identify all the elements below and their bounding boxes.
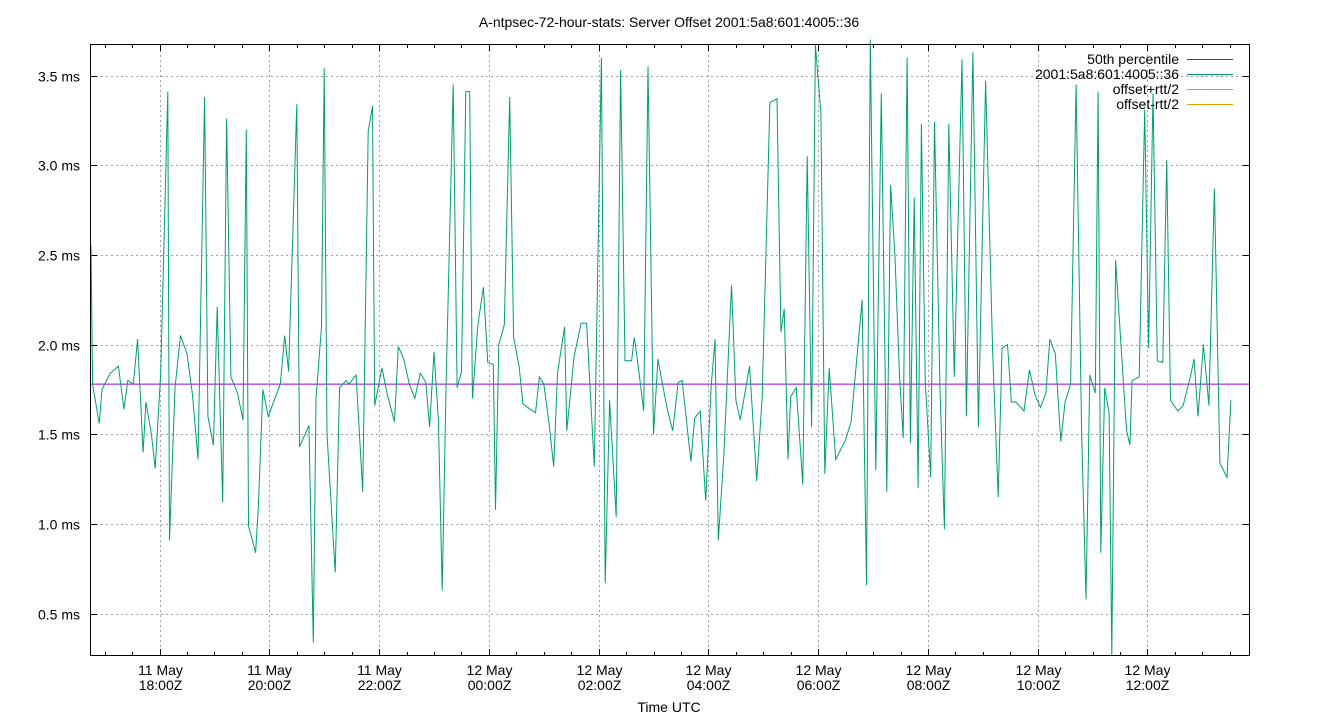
series-lines bbox=[90, 39, 1249, 656]
legend-label: 50th percentile bbox=[1087, 51, 1179, 67]
legend: 50th percentile2001:5a8:601:4005::36offs… bbox=[1035, 51, 1233, 112]
x-tick-label-date: 12 May bbox=[467, 662, 513, 678]
x-tick-label-date: 11 May bbox=[138, 662, 183, 678]
x-tick-label-date: 12 May bbox=[1125, 662, 1171, 678]
x-tick-label-date: 12 May bbox=[686, 662, 732, 678]
x-tick-label-time: 08:00Z bbox=[907, 677, 951, 693]
x-axis-label: Time UTC bbox=[637, 699, 700, 715]
x-tick-label-date: 12 May bbox=[577, 662, 623, 678]
x-tick-label-date: 12 May bbox=[1016, 662, 1062, 678]
x-tick-label-time: 04:00Z bbox=[687, 677, 731, 693]
legend-label: 2001:5a8:601:4005::36 bbox=[1035, 66, 1179, 82]
series-line-1 bbox=[90, 39, 1232, 656]
x-tick-label-date: 11 May bbox=[247, 662, 292, 678]
x-tick-label-date: 11 May bbox=[357, 662, 402, 678]
x-tick-label-time: 20:00Z bbox=[248, 677, 292, 693]
x-tick-label-time: 06:00Z bbox=[797, 677, 841, 693]
y-tick-label: 3.0 ms bbox=[38, 158, 80, 174]
x-tick-label-time: 10:00Z bbox=[1017, 677, 1061, 693]
y-tick-label: 0.5 ms bbox=[38, 607, 80, 623]
x-tick-label-time: 18:00Z bbox=[139, 677, 183, 693]
y-tick-label: 3.5 ms bbox=[38, 69, 80, 85]
axis-ticks: 0.5 ms 1.0 ms 1.5 ms 2.0 ms 2.5 ms 3.0 ms 3.5 … bbox=[38, 45, 1249, 693]
y-tick-label: 2.0 ms bbox=[38, 338, 80, 354]
x-tick-label-date: 12 May bbox=[796, 662, 842, 678]
plot-frame bbox=[90, 44, 1250, 656]
x-tick-label-date: 12 May bbox=[906, 662, 952, 678]
x-tick-label-time: 12:00Z bbox=[1126, 677, 1170, 693]
x-tick-label-time: 00:00Z bbox=[468, 677, 512, 693]
legend-label: offset+rtt/2 bbox=[1113, 81, 1179, 97]
y-tick-label: 1.0 ms bbox=[38, 517, 80, 533]
y-tick-label: 1.5 ms bbox=[38, 427, 80, 443]
chart-title: A-ntpsec-72-hour-stats: Server Offset 20… bbox=[479, 14, 860, 30]
x-tick-label-time: 02:00Z bbox=[578, 677, 622, 693]
y-tick-label: 2.5 ms bbox=[38, 248, 80, 264]
legend-label: offset-rtt/2 bbox=[1116, 96, 1179, 112]
x-tick-label-time: 22:00Z bbox=[358, 677, 402, 693]
